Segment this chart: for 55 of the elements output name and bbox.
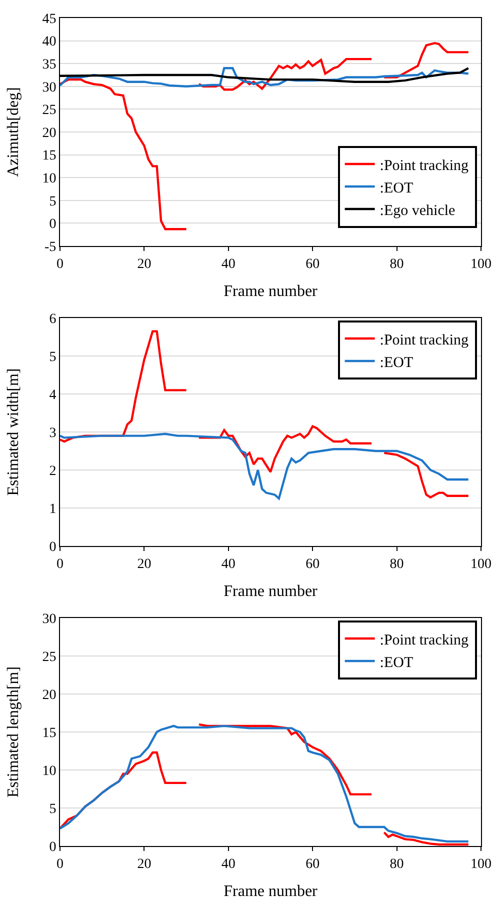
y-tick-label: 5 xyxy=(49,802,56,817)
x-tick-label: 40 xyxy=(221,256,236,272)
y-tick-label: 5 xyxy=(49,350,56,365)
y-tick-label: 25 xyxy=(42,103,56,118)
x-tick-label: 80 xyxy=(390,856,404,872)
x-tick-label: 100 xyxy=(470,856,492,872)
x-tick-label: 20 xyxy=(137,556,152,572)
x-tick-label: 80 xyxy=(390,256,404,272)
legend-label: :EOT xyxy=(380,654,414,671)
y-tick-label: 6 xyxy=(49,312,56,327)
y-tick-label: 0 xyxy=(49,217,56,232)
legend-label: :Ego vehicle xyxy=(380,202,456,219)
x-tick-label: 60 xyxy=(306,556,320,572)
x-tick-label: 20 xyxy=(137,256,152,272)
y-tick-label: 1 xyxy=(49,502,56,517)
x-tick-label: 20 xyxy=(137,856,152,872)
y-tick-label: 10 xyxy=(42,172,56,186)
y-tick-label: 30 xyxy=(42,80,56,96)
x-tick-label: 80 xyxy=(390,556,404,572)
x-tick-label: 100 xyxy=(470,556,492,572)
y-axis-title: Estimated width[m] xyxy=(5,368,22,496)
x-axis-title: Frame number xyxy=(224,283,318,300)
x-tick-label: 40 xyxy=(221,856,236,872)
legend-label: :Point tracking xyxy=(380,332,470,348)
y-tick-label: 3 xyxy=(49,426,56,441)
line-series xyxy=(60,67,470,88)
legend-label: :Point tracking xyxy=(380,632,470,648)
x-axis-title: Frame number xyxy=(224,883,318,900)
y-tick-label: 0 xyxy=(49,840,56,855)
x-tick-label: 60 xyxy=(306,256,320,272)
y-tick-label: 4 xyxy=(49,388,56,403)
x-axis-title: Frame number xyxy=(224,583,318,600)
y-tick-label: 20 xyxy=(42,126,56,141)
y-axis-title: Estimated length[m] xyxy=(5,666,22,798)
y-tick-label: 15 xyxy=(42,148,56,164)
y-tick-label: 35 xyxy=(42,58,56,72)
y-tick-label: 25 xyxy=(42,650,56,665)
y-axis-title: Azimuth[deg] xyxy=(5,87,22,177)
y-tick-label: 15 xyxy=(42,726,56,741)
y-tick-label: 30 xyxy=(42,612,56,627)
y-tick-label: 0 xyxy=(49,540,56,555)
y-tick-label: 10 xyxy=(42,764,56,779)
line-series xyxy=(60,432,470,500)
legend-label: :Point tracking xyxy=(380,158,470,174)
legend-label: :EOT xyxy=(380,354,414,371)
y-tick-label: 40 xyxy=(42,34,56,50)
x-tick-label: 100 xyxy=(470,256,492,272)
x-tick-label: 60 xyxy=(306,856,320,872)
y-tick-label: -5 xyxy=(44,240,56,255)
x-tick-label: 40 xyxy=(221,556,236,572)
y-tick-label: 20 xyxy=(42,688,56,703)
legend-label: :EOT xyxy=(380,180,414,196)
y-tick-label: 2 xyxy=(49,464,56,479)
y-tick-label: 5 xyxy=(49,194,56,210)
y-tick-label: 45 xyxy=(42,12,56,27)
